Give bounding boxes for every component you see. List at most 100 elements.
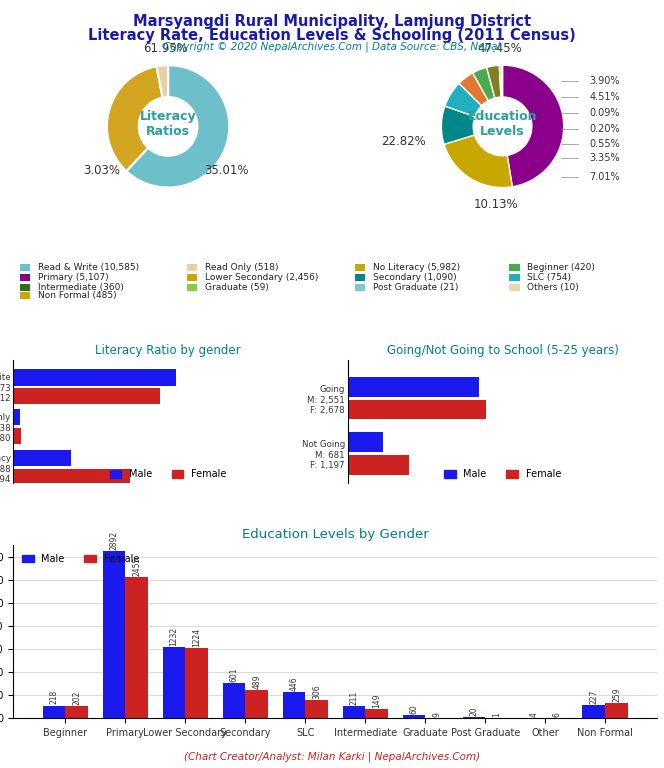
Text: Lower Secondary (2,456): Lower Secondary (2,456) bbox=[205, 273, 319, 282]
Text: 10.13%: 10.13% bbox=[474, 198, 519, 211]
Text: Post Graduate (21): Post Graduate (21) bbox=[373, 283, 458, 292]
Wedge shape bbox=[459, 73, 488, 106]
FancyBboxPatch shape bbox=[187, 283, 197, 290]
Wedge shape bbox=[473, 68, 495, 101]
Text: 6: 6 bbox=[552, 712, 561, 717]
Text: 446: 446 bbox=[290, 677, 298, 691]
Bar bbox=[13, 388, 160, 404]
Text: Read Only (518): Read Only (518) bbox=[205, 263, 279, 273]
FancyBboxPatch shape bbox=[187, 264, 197, 271]
Bar bbox=[185, 647, 208, 718]
Text: Others (10): Others (10) bbox=[527, 283, 579, 292]
Bar bbox=[13, 409, 20, 425]
Wedge shape bbox=[126, 65, 229, 187]
Wedge shape bbox=[499, 65, 502, 97]
Text: 1232: 1232 bbox=[169, 627, 179, 646]
Text: 0.55%: 0.55% bbox=[590, 138, 620, 148]
Wedge shape bbox=[445, 84, 481, 117]
Wedge shape bbox=[157, 65, 168, 98]
Text: Secondary (1,090): Secondary (1,090) bbox=[373, 273, 456, 282]
FancyBboxPatch shape bbox=[187, 274, 197, 281]
Text: 218: 218 bbox=[49, 690, 58, 704]
Text: Beginner (420): Beginner (420) bbox=[527, 263, 595, 273]
Text: Marsyangdi Rural Municipality, Lamjung District: Marsyangdi Rural Municipality, Lamjung D… bbox=[133, 14, 531, 29]
Bar bbox=[13, 369, 176, 386]
Text: 149: 149 bbox=[373, 694, 381, 708]
Text: Primary (5,107): Primary (5,107) bbox=[38, 273, 108, 282]
Legend: Male, Female: Male, Female bbox=[440, 465, 565, 483]
Text: 259: 259 bbox=[612, 687, 622, 702]
Text: Read & Write (10,585): Read & Write (10,585) bbox=[38, 263, 139, 273]
Text: 0.20%: 0.20% bbox=[590, 124, 620, 134]
Wedge shape bbox=[442, 106, 475, 144]
Wedge shape bbox=[503, 65, 564, 187]
Text: 1224: 1224 bbox=[193, 627, 201, 647]
Bar bbox=[102, 551, 125, 718]
Text: 0.09%: 0.09% bbox=[590, 108, 620, 118]
Bar bbox=[13, 468, 130, 485]
Bar bbox=[348, 432, 383, 452]
Text: 7.01%: 7.01% bbox=[590, 171, 620, 181]
FancyBboxPatch shape bbox=[355, 274, 365, 281]
Text: 4: 4 bbox=[529, 712, 539, 717]
FancyBboxPatch shape bbox=[509, 264, 519, 271]
Text: 4.51%: 4.51% bbox=[590, 92, 620, 102]
Text: 601: 601 bbox=[230, 668, 238, 683]
Text: 3.03%: 3.03% bbox=[84, 164, 121, 177]
Text: Graduate (59): Graduate (59) bbox=[205, 283, 269, 292]
Bar bbox=[305, 700, 328, 718]
Wedge shape bbox=[487, 65, 501, 98]
Text: 3.35%: 3.35% bbox=[590, 153, 620, 163]
Text: 60: 60 bbox=[410, 703, 418, 713]
Bar bbox=[163, 647, 185, 718]
Bar bbox=[348, 377, 479, 397]
Bar bbox=[365, 710, 388, 718]
Bar bbox=[343, 706, 365, 718]
FancyBboxPatch shape bbox=[20, 292, 30, 300]
Text: 2455: 2455 bbox=[132, 556, 141, 575]
Text: 9: 9 bbox=[432, 712, 441, 717]
Title: Going/Not Going to School (5-25 years): Going/Not Going to School (5-25 years) bbox=[386, 344, 618, 357]
Bar bbox=[348, 455, 410, 475]
Text: 20: 20 bbox=[469, 707, 478, 716]
Wedge shape bbox=[107, 66, 163, 171]
Text: Literacy
Ratios: Literacy Ratios bbox=[140, 110, 197, 138]
Text: 211: 211 bbox=[349, 690, 359, 705]
Text: 61.95%: 61.95% bbox=[143, 41, 187, 55]
Bar bbox=[582, 705, 606, 718]
FancyBboxPatch shape bbox=[20, 283, 30, 290]
Text: 202: 202 bbox=[72, 691, 81, 705]
Text: Copyright © 2020 NepalArchives.Com | Data Source: CBS, Nepal: Copyright © 2020 NepalArchives.Com | Dat… bbox=[163, 41, 501, 52]
Bar bbox=[65, 707, 88, 718]
Text: 22.82%: 22.82% bbox=[381, 135, 426, 148]
Text: 306: 306 bbox=[312, 685, 321, 700]
FancyBboxPatch shape bbox=[20, 264, 30, 271]
Legend: Male, Female: Male, Female bbox=[18, 550, 143, 568]
Text: 1: 1 bbox=[492, 712, 501, 717]
Bar bbox=[402, 714, 426, 718]
Wedge shape bbox=[444, 135, 513, 187]
Legend: Male, Female: Male, Female bbox=[106, 465, 230, 483]
Bar bbox=[463, 717, 485, 718]
Text: (Chart Creator/Analyst: Milan Karki | NepalArchives.Com): (Chart Creator/Analyst: Milan Karki | Ne… bbox=[184, 751, 480, 762]
FancyBboxPatch shape bbox=[355, 283, 365, 290]
Text: 3.90%: 3.90% bbox=[590, 75, 620, 85]
Bar bbox=[222, 684, 245, 718]
Text: Education
Levels: Education Levels bbox=[467, 110, 537, 138]
Bar bbox=[13, 450, 71, 466]
FancyBboxPatch shape bbox=[509, 274, 519, 281]
Bar bbox=[42, 706, 65, 718]
Bar bbox=[125, 577, 148, 718]
Wedge shape bbox=[501, 65, 503, 97]
Text: Intermediate (360): Intermediate (360) bbox=[38, 283, 124, 292]
Bar bbox=[606, 703, 628, 718]
Text: 47.45%: 47.45% bbox=[477, 41, 522, 55]
Text: 2892: 2892 bbox=[110, 531, 118, 551]
Bar bbox=[348, 399, 486, 419]
Text: SLC (754): SLC (754) bbox=[527, 273, 571, 282]
Title: Education Levels by Gender: Education Levels by Gender bbox=[242, 528, 429, 541]
Text: 227: 227 bbox=[590, 690, 598, 704]
FancyBboxPatch shape bbox=[20, 274, 30, 281]
Bar bbox=[13, 428, 21, 444]
Bar bbox=[245, 690, 268, 718]
